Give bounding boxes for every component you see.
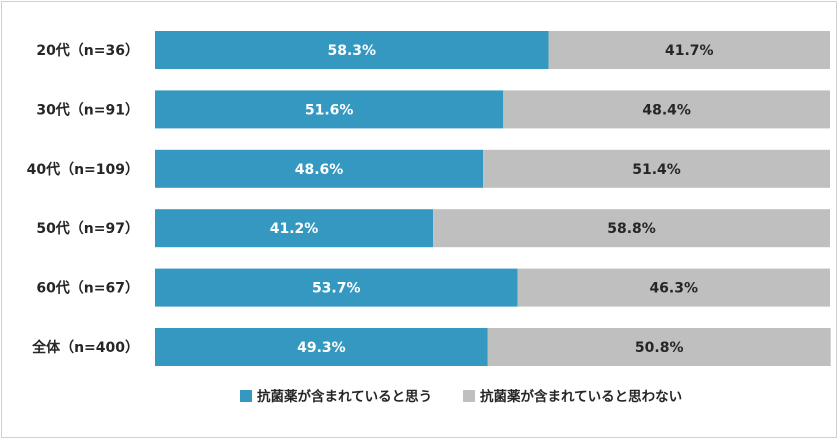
category-labels-group: 20代（n=36） 30代（n=91） 40代（n=109） 50代（n=97） 60代… — [27, 42, 139, 356]
data-label: 41.2% — [270, 221, 319, 237]
data-label: 50.8% — [635, 340, 684, 356]
data-label: 58.8% — [607, 221, 656, 237]
bar-segment-yes — [155, 90, 504, 129]
category-label: 50代（n=97） — [36, 220, 139, 237]
legend-swatch — [240, 390, 252, 402]
category-label: 30代（n=91） — [36, 101, 139, 118]
legend-label: 抗菌薬が含まれていると思わない — [480, 388, 682, 405]
data-label: 51.6% — [305, 102, 354, 118]
legend: 抗菌薬が含まれていると思う 抗菌薬が含まれていると思わない — [240, 388, 682, 405]
legend-swatch — [463, 390, 475, 402]
category-label: 全体（n=400） — [31, 339, 139, 356]
category-label: 60代（n=67） — [36, 280, 139, 297]
bar-segment-no — [483, 149, 830, 188]
data-label: 48.4% — [642, 102, 691, 118]
legend-label: 抗菌薬が含まれていると思う — [257, 388, 432, 405]
bar-segment-yes — [155, 31, 549, 69]
category-label: 20代（n=36） — [36, 42, 139, 59]
bar-segment-no — [503, 90, 830, 129]
bar-segment-yes — [155, 268, 518, 307]
data-label: 49.3% — [297, 340, 346, 356]
bar-segment-no — [517, 268, 830, 307]
category-label: 40代（n=109） — [27, 161, 139, 178]
bar-segment-no — [548, 31, 830, 69]
bar-segment-no — [487, 328, 831, 366]
data-label: 41.7% — [665, 43, 714, 59]
data-label: 51.4% — [632, 162, 681, 178]
bar-segment-yes — [155, 149, 484, 188]
data-label: 48.6% — [295, 162, 344, 178]
data-label: 46.3% — [649, 281, 698, 297]
bar-segment-no — [433, 209, 830, 248]
data-label: 58.3% — [327, 43, 376, 59]
bar-segment-yes — [155, 328, 488, 366]
data-label: 53.7% — [312, 281, 361, 297]
bar-segment-yes — [155, 209, 434, 248]
bars-group: 58.3% 41.7% 51.6% 48.4% 48.6% 51.4% 41.2% 58.8%… — [155, 31, 831, 366]
